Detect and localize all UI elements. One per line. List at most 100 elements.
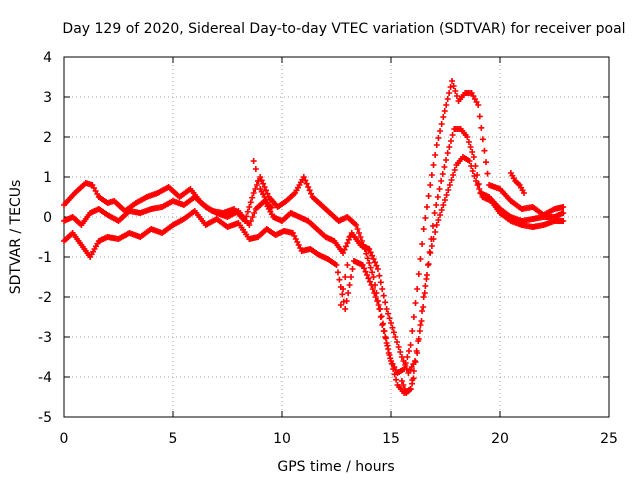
data-point [382,299,389,306]
data-point [376,272,383,279]
data-point [477,190,484,196]
data-point [305,184,312,190]
axis-ticks [63,56,610,418]
data-point [478,124,485,131]
data-points [61,78,567,396]
data-point [377,306,384,312]
data-point [246,204,253,210]
x-tick-labels: 0 5 10 15 20 25 [60,431,618,447]
data-point [445,187,452,193]
data-point [341,246,348,253]
data-point [378,313,385,320]
data-point [398,354,405,360]
data-point [333,262,340,268]
data-point [369,269,376,276]
data-point [369,286,376,292]
data-point [250,190,257,196]
data-point [409,328,416,334]
data-point [342,306,349,312]
x-axis-label: GPS time / hours [277,459,394,475]
data-point [344,262,351,268]
data-point [377,279,384,286]
data-point [346,234,353,240]
data-point [382,335,389,342]
data-point [414,350,421,356]
x-tick-label: 25 [600,431,618,447]
data-point [423,204,430,210]
series-track-3 [61,154,567,396]
data-point [300,174,307,180]
data-point [400,382,407,388]
data-point [471,173,478,179]
data-point [357,234,364,240]
data-point [419,241,426,247]
data-point [393,376,400,383]
data-point [446,182,453,188]
data-point [342,243,349,250]
data-point [366,278,373,285]
data-point [465,139,472,145]
data-point [436,186,443,192]
data-point [446,90,453,96]
data-point [466,158,473,164]
data-point [412,300,419,306]
data-point [348,274,355,280]
chart-title: Day 129 of 2020, Sidereal Day-to-day VTE… [62,21,625,37]
data-point [438,207,445,213]
grid [64,57,609,417]
data-point [432,229,439,235]
x-tick-label: 10 [273,431,291,447]
data-point [391,371,398,378]
data-point [349,266,356,272]
data-point [340,250,347,256]
data-point [449,132,456,138]
data-point [469,168,476,174]
data-point [447,84,454,90]
data-point [340,286,347,292]
y-tick-labels: -5 -4 -3 -2 -1 0 1 2 3 4 [38,50,52,426]
data-point [334,269,341,276]
data-point [437,212,444,218]
data-point [410,314,417,320]
data-point [303,180,310,187]
data-point [373,262,380,269]
data-point [433,202,440,208]
y-tick-label: -5 [38,410,52,426]
data-point [449,78,456,84]
data-point [372,259,379,266]
data-point [423,272,430,278]
data-point [420,294,427,300]
data-point [444,96,451,102]
data-point [370,256,377,262]
data-point [417,256,424,262]
data-point [247,199,254,206]
data-point [412,359,419,365]
data-point [418,318,425,324]
data-point [421,290,428,296]
data-point [440,202,447,208]
data-point [343,298,350,304]
x-tick-label: 15 [382,431,400,447]
data-point [470,154,477,160]
data-point [366,260,373,266]
data-point [370,274,377,280]
data-point [443,102,450,108]
data-point [434,194,441,200]
data-point [425,193,432,199]
data-point [364,255,371,262]
data-point [390,329,397,336]
data-point [374,266,381,272]
data-point [435,135,442,141]
data-point [433,142,440,148]
data-point [380,320,387,327]
data-point [388,360,395,367]
data-point [385,310,392,317]
data-point [375,302,382,308]
x-tick-label: 5 [169,431,178,447]
data-point [448,177,455,183]
data-point [253,182,260,188]
y-tick-label: 3 [43,90,52,106]
data-point [469,149,476,155]
x-tick-label: 20 [491,431,509,447]
data-point [407,342,414,348]
